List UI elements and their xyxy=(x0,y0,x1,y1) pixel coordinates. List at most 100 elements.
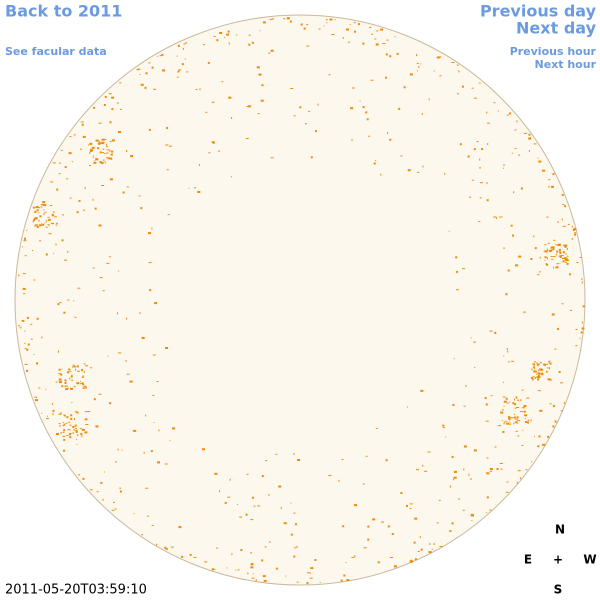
next-hour-link[interactable]: Next hour xyxy=(535,58,597,71)
facula xyxy=(564,261,567,263)
facula xyxy=(503,247,506,249)
facula xyxy=(474,367,476,368)
facula xyxy=(239,516,243,518)
facular-link[interactable]: See facular data xyxy=(5,45,107,58)
facula xyxy=(94,207,97,210)
facula xyxy=(566,255,569,257)
facula xyxy=(522,429,524,431)
facula xyxy=(315,130,317,133)
facula xyxy=(503,381,504,383)
facula xyxy=(98,140,100,143)
facula xyxy=(538,369,540,372)
facula xyxy=(150,450,153,453)
facula xyxy=(558,249,561,252)
next-day-link[interactable]: Next day xyxy=(516,19,597,38)
facula xyxy=(564,245,567,248)
facula xyxy=(58,173,61,175)
facula xyxy=(409,508,412,510)
facula xyxy=(240,549,243,551)
facula xyxy=(416,70,418,72)
facula xyxy=(557,243,561,246)
facula xyxy=(510,417,514,419)
facula xyxy=(72,365,74,368)
facula xyxy=(375,43,379,46)
facula xyxy=(139,312,141,315)
facula xyxy=(506,420,508,422)
facula xyxy=(26,369,29,372)
facula xyxy=(32,250,33,251)
facula xyxy=(486,111,488,114)
facula xyxy=(549,378,552,381)
facula xyxy=(359,100,361,102)
back-link[interactable]: Back to 2011 xyxy=(5,2,122,21)
facula xyxy=(69,436,72,439)
facula xyxy=(92,156,94,158)
facula xyxy=(345,562,347,563)
facula xyxy=(211,141,214,144)
facula xyxy=(104,139,107,141)
facula xyxy=(509,401,511,403)
facula xyxy=(275,567,278,570)
facula xyxy=(108,93,112,95)
facula xyxy=(68,368,71,371)
facula xyxy=(540,373,542,375)
facula xyxy=(152,394,155,396)
facula xyxy=(71,379,74,381)
facula xyxy=(506,481,509,483)
facula xyxy=(365,455,368,457)
facula xyxy=(264,546,267,548)
previous-hour-link[interactable]: Previous hour xyxy=(510,45,597,58)
facula xyxy=(520,187,523,190)
facula xyxy=(442,427,445,429)
facula xyxy=(178,526,182,529)
facula xyxy=(183,43,186,45)
facula xyxy=(540,368,544,371)
facula xyxy=(181,63,184,66)
facula xyxy=(419,536,421,539)
facula xyxy=(569,273,572,276)
facula xyxy=(217,150,220,152)
facula xyxy=(445,436,447,438)
facula xyxy=(84,411,87,413)
facula xyxy=(108,157,112,160)
facula xyxy=(328,74,331,76)
facula xyxy=(582,305,585,308)
facula xyxy=(286,17,289,20)
previous-day-link[interactable]: Previous day xyxy=(480,2,597,21)
facula xyxy=(398,107,401,110)
facula xyxy=(571,238,573,240)
facula xyxy=(106,149,110,151)
facula xyxy=(537,390,541,392)
facula xyxy=(479,182,483,184)
facula xyxy=(468,196,471,198)
facula xyxy=(551,313,555,316)
facula xyxy=(516,397,518,399)
facula xyxy=(471,179,474,181)
facula xyxy=(58,422,61,424)
facula xyxy=(35,206,38,209)
facula xyxy=(36,209,39,212)
facula xyxy=(38,387,41,389)
facula xyxy=(293,115,296,117)
facula xyxy=(98,142,101,145)
compass-north: N xyxy=(555,523,565,537)
facula xyxy=(100,161,104,164)
facula xyxy=(516,120,518,123)
facula xyxy=(145,414,147,417)
facula xyxy=(556,263,560,265)
facula xyxy=(400,155,403,157)
facula xyxy=(208,152,211,154)
facula xyxy=(80,121,84,123)
facula xyxy=(258,73,262,76)
facula xyxy=(428,98,430,101)
facula xyxy=(61,385,64,388)
facula xyxy=(75,427,78,429)
facula xyxy=(22,246,24,248)
facula xyxy=(55,224,58,226)
facula xyxy=(527,419,530,421)
facula xyxy=(69,377,71,380)
facula xyxy=(118,270,120,272)
facula xyxy=(58,378,62,381)
facula xyxy=(156,543,158,546)
facula xyxy=(245,138,249,139)
